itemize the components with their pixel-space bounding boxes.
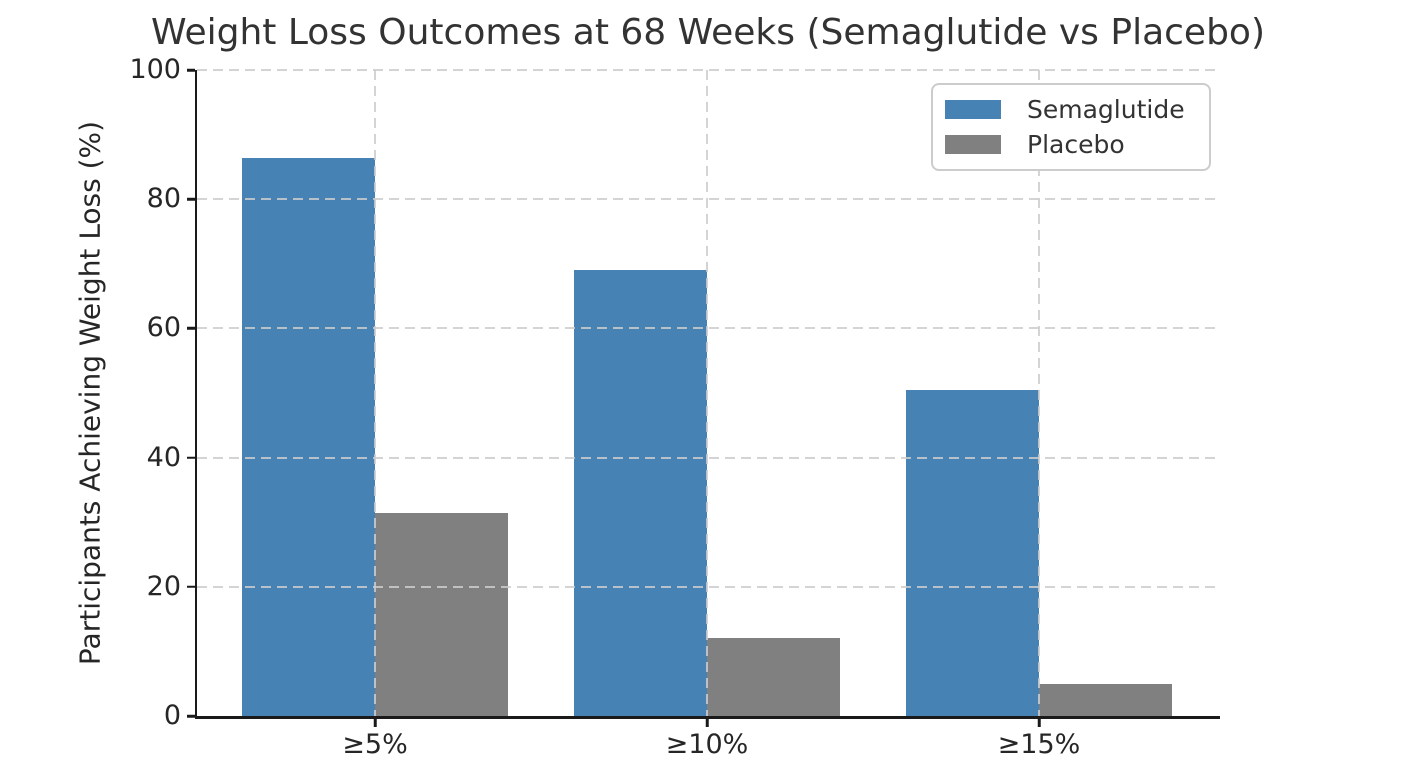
x-gridline <box>1038 70 1040 716</box>
plot-area: 0 20 40 60 80 100 ≥5% ≥10% ≥15% <box>129 54 1220 760</box>
y-tick-label: 60 <box>146 312 181 344</box>
y-tick-mark <box>187 456 195 459</box>
bar-placebo <box>707 638 840 716</box>
x-tick-mark <box>1037 718 1041 727</box>
y-axis-spine <box>194 70 197 719</box>
y-tick-mark <box>187 327 195 330</box>
x-tick-label: ≥15% <box>997 729 1081 760</box>
y-gridline <box>197 198 1220 201</box>
bar-semaglutide <box>906 389 1039 716</box>
bar-semaglutide <box>242 157 375 716</box>
chart-title: Weight Loss Outcomes at 68 Weeks (Semagl… <box>150 12 1265 53</box>
legend-item-placebo: Placebo <box>945 130 1197 159</box>
x-tick-mark <box>373 718 377 727</box>
y-tick-mark <box>187 68 195 72</box>
y-gridline <box>197 327 1220 330</box>
legend-swatch-placebo <box>945 135 1001 154</box>
y-gridline <box>197 69 1220 71</box>
bar-placebo <box>1039 684 1172 716</box>
y-tick-label: 40 <box>146 441 181 473</box>
x-tick-label: ≥5% <box>342 729 408 760</box>
legend-item-semaglutide: Semaglutide <box>945 95 1197 124</box>
y-gridline <box>197 456 1220 459</box>
y-tick-mark <box>187 714 195 718</box>
bar-semaglutide <box>574 269 707 716</box>
x-gridline <box>706 70 708 716</box>
y-tick-mark <box>187 197 195 201</box>
y-tick-label: 80 <box>146 183 181 215</box>
x-gridline <box>374 70 376 716</box>
y-tick-mark <box>187 585 195 589</box>
x-axis-spine <box>194 716 1220 719</box>
y-axis-label: Participants Achieving Weight Loss (%) <box>73 120 107 666</box>
legend: Semaglutide Placebo <box>931 83 1211 171</box>
y-gridline <box>197 585 1220 588</box>
x-tick-label: ≥10% <box>665 729 749 760</box>
y-tick-label: 20 <box>146 570 181 602</box>
legend-swatch-semaglutide <box>945 100 1001 119</box>
legend-label: Placebo <box>1027 130 1125 159</box>
x-tick-mark <box>705 718 709 727</box>
bar-placebo <box>375 512 508 716</box>
y-tick-label: 0 <box>163 699 181 731</box>
legend-label: Semaglutide <box>1027 95 1185 124</box>
y-tick-label: 100 <box>129 53 181 85</box>
